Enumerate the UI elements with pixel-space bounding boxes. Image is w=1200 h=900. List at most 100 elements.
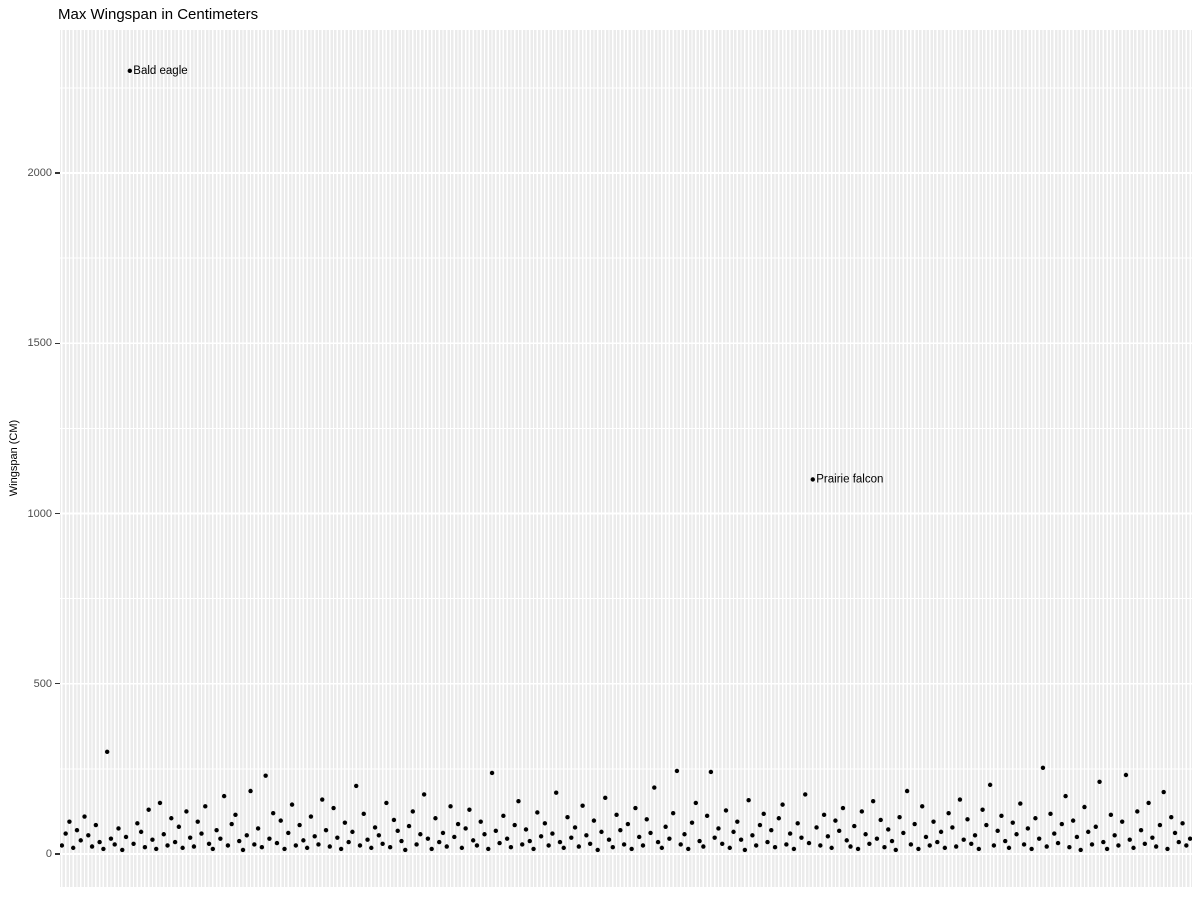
data-point bbox=[342, 820, 348, 825]
data-point bbox=[1006, 845, 1012, 851]
data-point bbox=[421, 792, 427, 797]
data-point bbox=[969, 841, 974, 846]
data-point bbox=[1048, 811, 1053, 817]
data-point bbox=[603, 795, 608, 801]
data-point bbox=[889, 838, 895, 844]
data-point bbox=[1018, 801, 1023, 806]
data-point bbox=[814, 825, 819, 830]
data-point bbox=[750, 833, 755, 838]
data-point bbox=[523, 827, 529, 832]
data-point bbox=[836, 828, 842, 834]
data-point bbox=[380, 841, 385, 846]
data-point bbox=[731, 829, 736, 835]
data-point bbox=[354, 783, 359, 789]
data-point bbox=[727, 845, 732, 851]
data-point bbox=[840, 805, 846, 811]
data-point bbox=[572, 825, 578, 830]
data-point bbox=[335, 835, 340, 840]
data-point bbox=[1029, 846, 1034, 852]
data-point bbox=[218, 836, 223, 841]
data-point bbox=[418, 832, 423, 837]
data-point bbox=[82, 814, 87, 819]
data-point bbox=[512, 822, 517, 828]
data-point bbox=[723, 808, 729, 813]
data-point bbox=[704, 813, 710, 819]
data-point bbox=[172, 839, 178, 845]
data-point bbox=[1127, 837, 1132, 842]
data-point bbox=[670, 810, 676, 816]
data-point bbox=[116, 826, 121, 831]
data-point bbox=[135, 821, 140, 826]
data-point bbox=[893, 847, 898, 853]
data-point bbox=[365, 837, 370, 842]
data-point bbox=[1040, 765, 1046, 771]
data-point bbox=[391, 817, 397, 823]
data-point bbox=[108, 836, 114, 841]
data-point bbox=[546, 843, 551, 848]
data-point bbox=[1116, 843, 1121, 848]
data-point bbox=[101, 846, 106, 852]
data-point bbox=[901, 830, 906, 836]
data-point bbox=[663, 824, 668, 829]
data-point bbox=[1153, 844, 1159, 849]
data-point bbox=[229, 821, 234, 827]
data-point bbox=[580, 803, 585, 808]
data-point bbox=[304, 845, 310, 851]
data-point bbox=[1063, 793, 1068, 799]
data-point bbox=[74, 827, 80, 833]
data-point bbox=[791, 846, 797, 852]
data-point bbox=[146, 807, 151, 812]
data-point bbox=[637, 834, 642, 840]
data-point bbox=[1036, 836, 1042, 841]
data-point bbox=[312, 834, 317, 839]
data-point bbox=[1101, 839, 1106, 845]
data-point bbox=[286, 830, 291, 836]
data-point bbox=[531, 846, 536, 852]
scatter-layer: Bald eagle Prairie falcon bbox=[60, 65, 1192, 853]
data-point bbox=[214, 827, 219, 833]
data-point bbox=[923, 834, 929, 840]
data-point bbox=[486, 846, 491, 852]
data-point bbox=[806, 840, 812, 846]
data-point bbox=[406, 823, 412, 829]
data-point bbox=[165, 843, 170, 848]
data-point bbox=[591, 818, 597, 823]
data-point bbox=[912, 821, 917, 827]
data-point bbox=[920, 804, 925, 809]
data-point bbox=[640, 843, 646, 848]
data-point bbox=[63, 831, 68, 836]
data-point bbox=[369, 845, 374, 851]
data-point bbox=[765, 839, 770, 845]
data-point bbox=[527, 838, 532, 844]
data-point bbox=[991, 843, 997, 848]
data-point bbox=[859, 809, 865, 814]
chart-title: Max Wingspan in Centimeters bbox=[58, 6, 259, 23]
y-tick-label: 0 bbox=[45, 848, 52, 860]
data-point bbox=[150, 837, 155, 842]
data-point bbox=[565, 815, 570, 820]
data-point bbox=[780, 802, 785, 807]
data-point bbox=[1142, 841, 1148, 846]
y-tick-mark bbox=[55, 512, 60, 515]
data-point bbox=[180, 845, 185, 851]
data-point bbox=[1180, 821, 1185, 826]
data-point bbox=[569, 835, 574, 840]
point-label: Prairie falcon bbox=[816, 474, 883, 486]
data-point bbox=[482, 832, 487, 837]
data-point bbox=[308, 814, 314, 819]
data-point bbox=[1119, 819, 1125, 824]
data-point bbox=[437, 839, 442, 845]
data-point bbox=[478, 819, 483, 824]
data-point bbox=[916, 846, 921, 852]
data-point bbox=[429, 846, 434, 852]
data-point bbox=[829, 845, 834, 851]
data-point bbox=[410, 809, 416, 814]
data-point bbox=[674, 768, 680, 774]
data-point bbox=[987, 782, 993, 788]
data-point bbox=[621, 842, 627, 847]
data-point bbox=[769, 827, 774, 833]
data-point bbox=[452, 834, 457, 840]
data-point bbox=[493, 828, 499, 834]
data-point bbox=[648, 830, 653, 836]
